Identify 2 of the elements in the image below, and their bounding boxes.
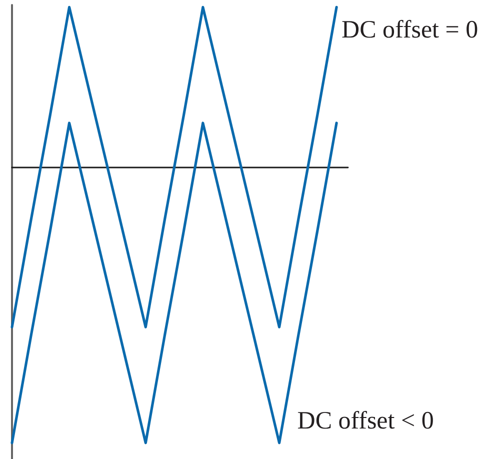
series-label: DC offset = 0: [342, 16, 478, 44]
series-label: DC offset < 0: [297, 407, 434, 434]
